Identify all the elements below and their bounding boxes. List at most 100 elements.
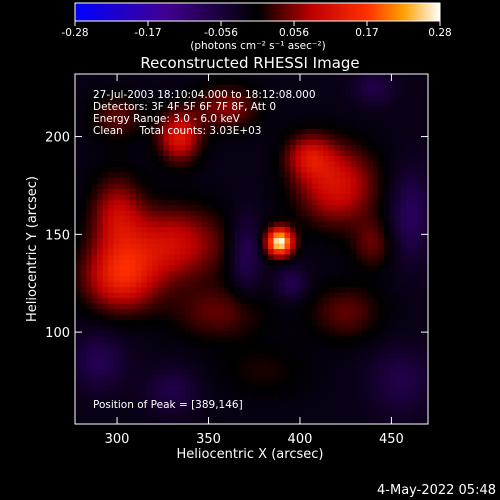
- heatmap-cell: [312, 249, 319, 255]
- heatmap-cell: [102, 270, 109, 277]
- heatmap-cell: [350, 166, 357, 173]
- heatmap-cell: [361, 117, 368, 124]
- heatmap-cell: [152, 336, 159, 343]
- heatmap-cell: [218, 298, 225, 305]
- heatmap-cell: [356, 243, 363, 250]
- heatmap-cell: [356, 128, 363, 135]
- heatmap-cell: [75, 331, 81, 337]
- heatmap-cell: [119, 188, 126, 195]
- heatmap-cell: [372, 276, 379, 283]
- heatmap-cell: [317, 287, 324, 294]
- heatmap-cell: [339, 314, 346, 321]
- heatmap-cell: [273, 210, 280, 217]
- heatmap-cell: [268, 79, 274, 86]
- heatmap-cell: [257, 281, 263, 288]
- heatmap-cell: [168, 243, 175, 250]
- heatmap-cell: [290, 95, 297, 102]
- heatmap-cell: [119, 336, 126, 343]
- heatmap-cell: [108, 123, 115, 130]
- heatmap-cell: [229, 117, 236, 124]
- heatmap-cell: [367, 254, 374, 261]
- heatmap-cell: [146, 303, 153, 310]
- heatmap-cell: [212, 254, 219, 261]
- heatmap-cell: [152, 183, 159, 190]
- heatmap-cell: [201, 298, 208, 305]
- heatmap-cell: [130, 145, 137, 151]
- heatmap-cell: [416, 336, 423, 343]
- heatmap-cell: [229, 276, 236, 283]
- heatmap-cell: [251, 238, 258, 244]
- heatmap-cell: [124, 249, 131, 255]
- heatmap-cell: [334, 161, 341, 168]
- heatmap-cell: [135, 270, 142, 277]
- heatmap-cell: [350, 90, 357, 97]
- heatmap-cell: [174, 320, 181, 326]
- heatmap-cell: [185, 358, 192, 365]
- heatmap-cell: [334, 259, 341, 266]
- heatmap-cell: [400, 238, 407, 244]
- heatmap-cell: [367, 221, 374, 228]
- heatmap-cell: [196, 139, 203, 146]
- heatmap-cell: [306, 265, 313, 272]
- heatmap-cell: [174, 210, 181, 217]
- heatmap-cell: [284, 232, 291, 239]
- heatmap-cell: [146, 156, 153, 162]
- heatmap-cell: [290, 325, 297, 332]
- heatmap-cell: [394, 347, 401, 354]
- heatmap-cell: [394, 123, 401, 130]
- heatmap-cell: [152, 380, 159, 387]
- heatmap-cell: [273, 106, 280, 113]
- heatmap-cell: [301, 74, 308, 80]
- heatmap-cell: [201, 281, 208, 288]
- heatmap-cell: [130, 106, 137, 113]
- heatmap-cell: [97, 276, 103, 283]
- heatmap-cell: [113, 112, 120, 119]
- heatmap-cell: [367, 385, 374, 392]
- heatmap-cell: [240, 341, 247, 348]
- heatmap-cell: [422, 166, 429, 173]
- heatmap-cell: [339, 106, 346, 113]
- x-tick-label: 300: [105, 432, 130, 447]
- heatmap-cell: [367, 298, 374, 305]
- heatmap-cell: [405, 139, 412, 146]
- heatmap-cell: [279, 331, 285, 337]
- heatmap-cell: [141, 358, 148, 365]
- heatmap-cell: [201, 238, 208, 244]
- heatmap-cell: [113, 139, 120, 146]
- heatmap-cell: [405, 74, 412, 80]
- heatmap-cell: [350, 172, 357, 179]
- heatmap-cell: [207, 172, 214, 179]
- heatmap-cell: [411, 145, 418, 151]
- heatmap-cell: [245, 145, 252, 151]
- heatmap-cell: [80, 358, 87, 365]
- heatmap-cell: [328, 331, 335, 337]
- heatmap-cell: [174, 336, 181, 343]
- heatmap-cell: [416, 123, 423, 130]
- heatmap-cell: [262, 391, 269, 398]
- heatmap-cell: [328, 95, 335, 102]
- heatmap-cell: [339, 123, 346, 130]
- heatmap-cell: [234, 385, 241, 392]
- info-line: Energy Range: 3.0 - 6.0 keV: [93, 113, 241, 125]
- heatmap-cell: [146, 117, 153, 124]
- heatmap-cell: [372, 106, 379, 113]
- heatmap-cell: [223, 292, 230, 299]
- heatmap-cell: [212, 347, 219, 354]
- heatmap-cell: [405, 363, 412, 370]
- heatmap-cell: [201, 101, 208, 108]
- heatmap-cell: [141, 221, 148, 228]
- heatmap-cell: [372, 249, 379, 255]
- heatmap-cell: [257, 74, 263, 80]
- heatmap-cell: [240, 254, 247, 261]
- heatmap-cell: [146, 243, 153, 250]
- heatmap-cell: [328, 270, 335, 277]
- heatmap-cell: [279, 210, 285, 217]
- heatmap-cell: [223, 90, 230, 97]
- heatmap-cell: [284, 413, 291, 419]
- heatmap-cell: [201, 341, 208, 348]
- heatmap-cell: [317, 112, 324, 119]
- heatmap-cell: [152, 166, 159, 173]
- heatmap-cell: [251, 369, 258, 376]
- heatmap-cell: [124, 347, 131, 354]
- heatmap-cell: [212, 352, 219, 359]
